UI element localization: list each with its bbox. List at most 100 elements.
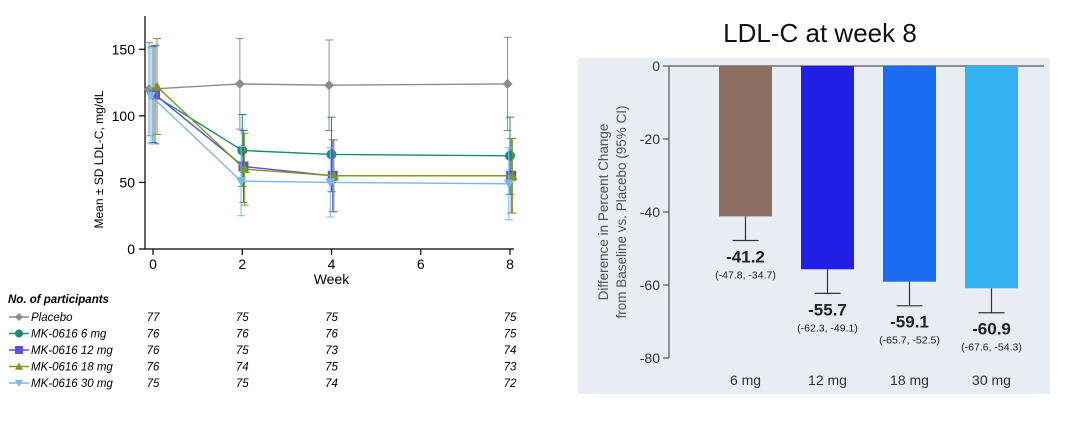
- y-axis-title: Mean ± SD LDL-C, mg/dL: [92, 90, 106, 228]
- bar-y-axis-title: Difference in Percent Change from Baselin…: [596, 105, 629, 318]
- bar-y-tick-label: -40: [640, 204, 660, 220]
- series-4: [146, 47, 514, 221]
- bar-ci-label: (-65.7, -52.5): [879, 335, 940, 347]
- series-0: [144, 36, 513, 137]
- bar: [719, 66, 772, 217]
- bar-category-label: 30 mg: [972, 372, 1011, 388]
- bar-group-0: [719, 66, 772, 242]
- bar-value-label: -60.9: [972, 319, 1011, 338]
- bar-group-1: [801, 66, 854, 294]
- series-2: [150, 44, 517, 214]
- participants-count: 73: [325, 345, 338, 357]
- data-point: [502, 78, 513, 89]
- bar-y-tick-label: -20: [640, 131, 660, 147]
- series-3: [152, 38, 518, 214]
- participants-title: No. of participants: [8, 294, 109, 306]
- data-point: [328, 170, 339, 180]
- participants-row-label: MK-0616 18 mg: [31, 362, 113, 374]
- bar-value-label: -59.1: [890, 313, 929, 332]
- bar-group-2: [883, 66, 936, 307]
- bar-ci-label: (-67.6, -54.3): [961, 341, 1022, 353]
- data-point: [152, 81, 162, 91]
- bar-y-tick-label: -80: [640, 350, 660, 366]
- participants-row-label: MK-0616 6 mg: [31, 329, 107, 341]
- x-axis-title: Week: [314, 271, 351, 287]
- series-line: [156, 86, 513, 177]
- bar-y-axis-title-line: Difference in Percent Change: [596, 124, 611, 301]
- x-tick-label: 0: [149, 256, 157, 272]
- bar-value-label: -41.2: [726, 247, 765, 266]
- participants-legend-0: [9, 313, 29, 321]
- data-point: [146, 91, 156, 101]
- bar-ci-label: (-62.3, -49.1): [797, 322, 858, 334]
- participants-legend-1: [9, 329, 29, 338]
- participants-legend-2: [9, 346, 29, 354]
- bar-y-tick-label: -60: [640, 277, 660, 293]
- participants-count: 75: [325, 312, 338, 324]
- bar-ci-label: (-47.8, -34.7): [715, 269, 776, 281]
- x-tick-label: 8: [506, 256, 514, 272]
- participants-count: 75: [504, 312, 517, 324]
- bar-group-3: [965, 66, 1018, 314]
- participants-count: 75: [504, 329, 517, 341]
- data-point: [15, 313, 23, 321]
- participants-legend-3: [9, 362, 29, 370]
- bar-category-label: 12 mg: [808, 372, 847, 388]
- y-tick-label: 150: [112, 41, 136, 57]
- x-tick-label: 6: [417, 256, 425, 272]
- x-tick-label: 4: [328, 256, 336, 272]
- bar: [801, 66, 854, 270]
- participants-row-label: MK-0616 30 mg: [31, 378, 113, 390]
- bar-chart-title: LDL-C at week 8: [723, 18, 917, 48]
- participants-count: 76: [147, 345, 160, 357]
- participants-count: 72: [504, 378, 517, 390]
- data-point: [150, 89, 160, 100]
- participants-count: 76: [147, 329, 160, 341]
- participants-count: 76: [147, 362, 160, 374]
- series-line: [148, 83, 508, 90]
- data-point: [326, 149, 337, 160]
- bar-category-label: 6 mg: [730, 372, 761, 388]
- participants-count: 75: [236, 378, 249, 390]
- data-point: [236, 177, 247, 187]
- bar: [883, 66, 936, 282]
- participants-row-label: MK-0616 12 mg: [31, 345, 113, 357]
- series-line: [150, 95, 509, 185]
- participants-count: 75: [325, 362, 338, 374]
- data-point: [239, 164, 250, 174]
- participants-count: 74: [325, 378, 338, 390]
- participants-row-label: Placebo: [31, 312, 73, 324]
- y-tick-label: 50: [119, 174, 135, 190]
- participants-count: 75: [236, 345, 249, 357]
- data-point: [15, 362, 23, 370]
- bar-value-label: -55.7: [808, 300, 847, 319]
- data-point: [507, 170, 518, 180]
- data-point: [325, 178, 336, 188]
- participants-count: 76: [325, 329, 338, 341]
- y-tick-label: 0: [127, 241, 135, 257]
- data-point: [15, 379, 23, 387]
- bar-y-axis-title-line: from Baseline vs. Placebo (95% CI): [614, 105, 629, 318]
- participants-count: 76: [236, 329, 249, 341]
- ldl-bar-chart: 0 -20 -40 -60 -80 Difference in Percent Chang…: [596, 58, 1044, 388]
- y-tick-label: 100: [112, 108, 136, 124]
- data-point: [15, 329, 23, 338]
- participants-count: 73: [504, 362, 517, 374]
- x-tick-label: 2: [238, 256, 246, 272]
- bar-category-label: 18 mg: [890, 372, 929, 388]
- data-point: [324, 80, 335, 91]
- series-line: [152, 93, 511, 157]
- ldl-line-chart: 0 50 100 150 0 2 4 6 8 Week Mean ± SD LDL-C, mg/dL…: [8, 16, 518, 390]
- participants-count: 74: [504, 345, 517, 357]
- data-point: [503, 179, 514, 189]
- data-point: [505, 150, 515, 161]
- data-point: [15, 346, 23, 354]
- participants-count: 74: [236, 362, 249, 374]
- bar: [965, 66, 1018, 289]
- participants-count: 75: [236, 312, 249, 324]
- participants-count: 77: [147, 312, 160, 324]
- participants-legend-4: [9, 379, 29, 387]
- data-point: [234, 78, 245, 89]
- bar-y-tick-label: 0: [652, 58, 660, 74]
- participants-count: 75: [147, 378, 160, 390]
